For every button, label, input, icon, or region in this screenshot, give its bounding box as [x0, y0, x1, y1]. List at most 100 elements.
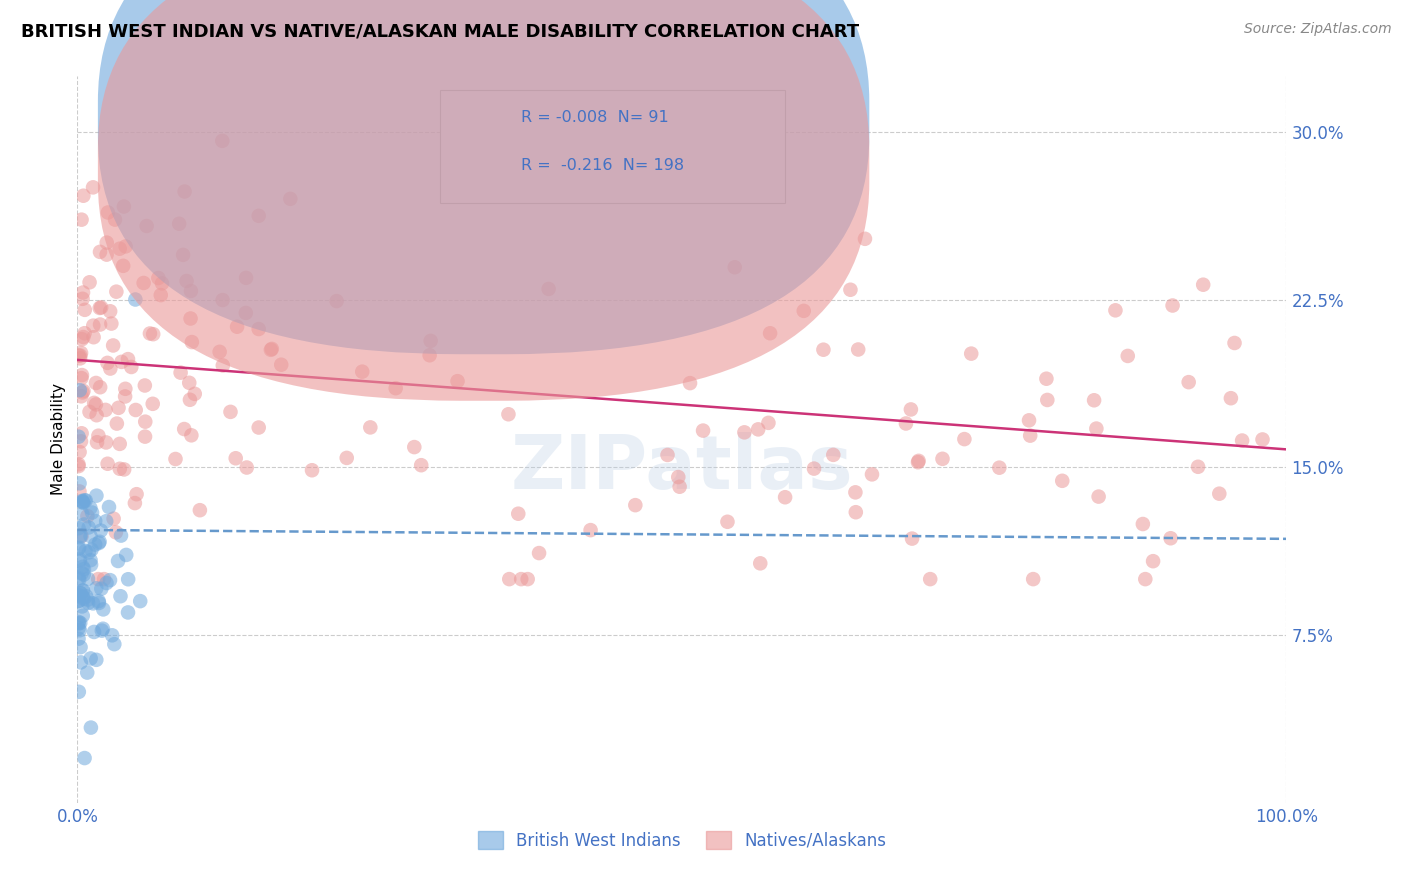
Point: [446, 374, 468, 388]
Point: [960, 346, 983, 360]
Point: [498, 407, 520, 421]
Point: [80, 558, 103, 572]
Point: [624, 498, 647, 512]
Point: [813, 343, 835, 357]
Point: [67, 459, 90, 474]
Point: [419, 334, 441, 348]
Point: [845, 505, 868, 519]
Point: [72, 495, 94, 509]
Point: [97, 205, 120, 219]
Point: [211, 134, 233, 148]
Point: [76, 592, 98, 607]
Point: [110, 355, 132, 369]
Point: [89, 244, 111, 259]
Point: [70, 434, 93, 449]
Point: [1036, 392, 1059, 407]
Y-axis label: Male Disability: Male Disability: [51, 384, 66, 495]
Point: [657, 448, 679, 462]
Point: [96, 576, 118, 591]
Legend: British West Indians, Natives/Alaskans: British West Indians, Natives/Alaskans: [471, 825, 893, 856]
Point: [69, 656, 91, 670]
Point: [100, 317, 122, 331]
Point: [69, 383, 91, 397]
Point: [823, 448, 845, 462]
Point: [114, 389, 136, 403]
Point: [384, 381, 406, 395]
Point: [1208, 486, 1230, 500]
Point: [97, 457, 120, 471]
Point: [247, 209, 270, 223]
Point: [235, 270, 257, 285]
Point: [72, 384, 94, 398]
Point: [1177, 375, 1199, 389]
Point: [105, 417, 128, 431]
Point: [79, 405, 101, 419]
Point: [87, 428, 110, 442]
Point: [73, 302, 96, 317]
Point: [108, 437, 131, 451]
Point: [90, 582, 112, 596]
Text: Source: ZipAtlas.com: Source: ZipAtlas.com: [1244, 22, 1392, 37]
Point: [69, 554, 91, 568]
Point: [114, 382, 136, 396]
Point: [73, 751, 96, 765]
Point: [103, 511, 125, 525]
Point: [98, 304, 121, 318]
Point: [260, 342, 283, 356]
Point: [411, 458, 433, 473]
Point: [104, 212, 127, 227]
Point: [132, 276, 155, 290]
Point: [79, 651, 101, 665]
Point: [135, 219, 157, 233]
Point: [112, 259, 135, 273]
Point: [1019, 428, 1042, 442]
Point: [67, 541, 90, 555]
Point: [69, 586, 91, 600]
Point: [716, 515, 738, 529]
Point: [108, 242, 131, 256]
Point: [1018, 413, 1040, 427]
Point: [139, 326, 162, 341]
Point: [69, 445, 91, 459]
Point: [86, 435, 108, 450]
Point: [69, 476, 91, 491]
Point: [82, 180, 104, 194]
Point: [173, 422, 195, 436]
Point: [1135, 572, 1157, 586]
Point: [80, 542, 103, 557]
Point: [219, 405, 242, 419]
Point: [419, 348, 441, 362]
Point: [69, 624, 91, 638]
Point: [1083, 393, 1105, 408]
Point: [688, 157, 710, 171]
Point: [1219, 391, 1241, 405]
Point: [70, 529, 93, 543]
Point: [69, 640, 91, 655]
Point: [247, 420, 270, 434]
Point: [114, 239, 136, 253]
Point: [793, 303, 815, 318]
Point: [510, 572, 533, 586]
Point: [150, 277, 173, 291]
Point: [180, 334, 202, 349]
Point: [301, 463, 323, 477]
Point: [1160, 531, 1182, 545]
Point: [72, 583, 94, 598]
Point: [67, 615, 90, 629]
Point: [73, 562, 96, 576]
Point: [134, 378, 156, 392]
Point: [83, 396, 105, 410]
Point: [247, 322, 270, 336]
Point: [67, 616, 90, 631]
Point: [516, 572, 538, 586]
Point: [148, 271, 170, 285]
Point: [72, 495, 94, 509]
Point: [72, 330, 94, 344]
Point: [84, 582, 107, 596]
Point: [1161, 299, 1184, 313]
Point: [77, 545, 100, 559]
Point: [110, 589, 132, 603]
Point: [184, 387, 207, 401]
Point: [112, 462, 135, 476]
Point: [91, 602, 114, 616]
